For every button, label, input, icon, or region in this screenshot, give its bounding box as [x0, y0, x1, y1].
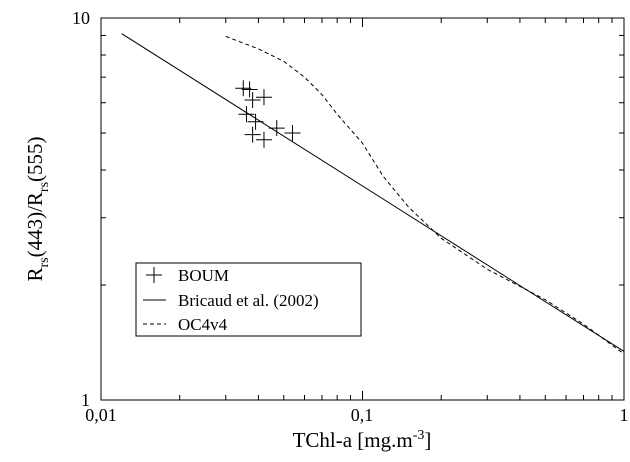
- y-axis-title: Rrs(443)/Rrs(555): [23, 136, 52, 281]
- boum-point: [244, 126, 261, 143]
- legend-label-bricaud: Bricaud et al. (2002): [178, 291, 319, 310]
- x-tick-label-0: 0,01: [85, 405, 117, 425]
- plot-frame: [100, 17, 625, 401]
- boum-point: [255, 131, 272, 148]
- legend-box: [135, 262, 362, 337]
- boum-point: [238, 106, 255, 123]
- boum-point: [247, 113, 264, 130]
- series-line-bricaud: [121, 33, 625, 352]
- legend-marker-boum: [146, 267, 162, 283]
- boum-point: [255, 89, 272, 106]
- y-tick-label-1: 10: [72, 8, 90, 28]
- boum-point: [241, 81, 258, 98]
- x-axis-title: TChl-a [mg.m-3]: [293, 428, 432, 452]
- boum-point: [235, 80, 252, 97]
- x-tick-label-2: 1: [620, 405, 629, 425]
- y-tick-label-0: 1: [81, 390, 90, 410]
- legend: BOUM Bricaud et al. (2002) OC4v4: [135, 262, 362, 337]
- legend-label-boum: BOUM: [178, 266, 229, 285]
- series-layer: [121, 33, 625, 355]
- series-line-oc4v4: [225, 35, 625, 355]
- x-tick-label-1: 0,1: [351, 405, 374, 425]
- legend-label-oc4v4: OC4v4: [178, 315, 228, 334]
- plot-area: [100, 17, 625, 401]
- boum-point: [268, 120, 285, 137]
- axis-ticks: [100, 17, 625, 401]
- boum-point: [284, 124, 301, 141]
- boum-point: [244, 92, 261, 109]
